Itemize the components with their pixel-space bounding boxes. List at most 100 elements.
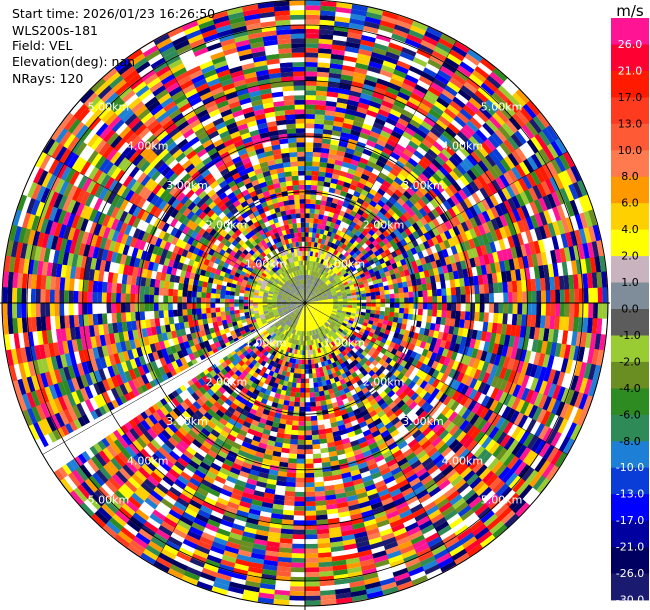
range-gate [305, 260, 308, 266]
range-gate [380, 303, 386, 308]
range-gate [304, 539, 318, 545]
range-gate [313, 296, 318, 300]
range-gate [417, 198, 427, 209]
range-gate [348, 319, 354, 325]
range-gate [477, 62, 493, 76]
range-gate [534, 227, 543, 242]
range-gate [594, 333, 602, 351]
range-gate [409, 183, 419, 193]
range-gate [313, 387, 319, 393]
range-gate [472, 132, 485, 146]
range-gate [305, 288, 307, 294]
range-gate [400, 222, 409, 231]
range-gate [478, 312, 485, 323]
range-gate [312, 261, 317, 267]
range-gate [578, 196, 589, 214]
range-gate [298, 425, 305, 431]
range-gate [375, 159, 386, 169]
range-gate [399, 328, 406, 336]
range-gate [373, 283, 379, 289]
range-gate [497, 85, 513, 100]
range-gate [305, 76, 318, 82]
range-gate [311, 166, 320, 172]
range-gate [415, 210, 424, 220]
range-gate [568, 246, 576, 262]
range-gate [343, 328, 349, 334]
range-gate [360, 264, 367, 271]
range-gate [578, 377, 588, 395]
range-gate [523, 350, 532, 364]
range-gate [369, 288, 375, 293]
range-gate [459, 175, 470, 187]
range-gate [563, 404, 575, 421]
range-gate [477, 160, 489, 173]
range-gate [550, 140, 564, 158]
range-gate [347, 188, 356, 196]
range-gate [476, 201, 487, 214]
range-gate [499, 226, 508, 240]
range-gate [569, 303, 575, 318]
range-gate [498, 292, 504, 304]
range-gate [384, 143, 396, 152]
range-gate [516, 206, 526, 221]
range-gate [503, 225, 512, 238]
range-gate [503, 212, 513, 226]
range-gate [317, 293, 322, 297]
range-gate [316, 311, 321, 315]
range-gate [317, 52, 332, 59]
range-gate [345, 314, 351, 318]
range-gate [343, 251, 350, 258]
range-gate [327, 292, 332, 296]
range-gate [432, 141, 445, 153]
range-gate [364, 164, 374, 173]
range-gate [499, 334, 506, 346]
range-gate [322, 293, 328, 297]
range-gate [446, 349, 454, 360]
range-gate [375, 274, 382, 280]
range-gate [520, 205, 531, 219]
range-gate [517, 291, 523, 304]
range-gate [522, 303, 528, 316]
range-gate [530, 170, 542, 186]
range-gate [305, 241, 309, 247]
range-gate [526, 173, 537, 188]
range-gate [330, 248, 336, 254]
range-gate [462, 328, 469, 338]
range-gate [451, 360, 460, 371]
range-gate [395, 121, 408, 132]
range-gate [348, 231, 356, 239]
range-gate [359, 157, 369, 165]
range-gate [366, 344, 373, 351]
range-gate [309, 392, 315, 398]
range-gate [529, 391, 539, 406]
range-gate [341, 262, 348, 269]
range-gate [538, 366, 547, 381]
range-gate [361, 299, 367, 304]
range-gate [318, 38, 334, 45]
range-gate [459, 319, 465, 329]
range-gate [384, 289, 390, 295]
range-gate [393, 332, 400, 339]
range-gate [498, 418, 510, 433]
range-gate [569, 199, 580, 217]
range-gate [314, 300, 319, 302]
range-gate [434, 243, 442, 253]
range-gate [372, 91, 386, 101]
range-gate [435, 169, 446, 180]
range-gate [480, 244, 488, 256]
range-gate [477, 235, 485, 247]
range-gate [408, 343, 416, 352]
range-gate [439, 257, 447, 267]
range-gate [328, 298, 334, 301]
range-gate [388, 196, 397, 205]
range-gate [394, 298, 400, 304]
range-gate [364, 196, 373, 205]
range-gate [316, 310, 321, 315]
range-gate [397, 117, 410, 128]
range-gate [382, 237, 390, 245]
range-gate [419, 257, 427, 266]
range-gate [508, 335, 515, 348]
range-gate [342, 307, 348, 310]
range-gate [468, 388, 478, 401]
range-gate [505, 270, 512, 283]
